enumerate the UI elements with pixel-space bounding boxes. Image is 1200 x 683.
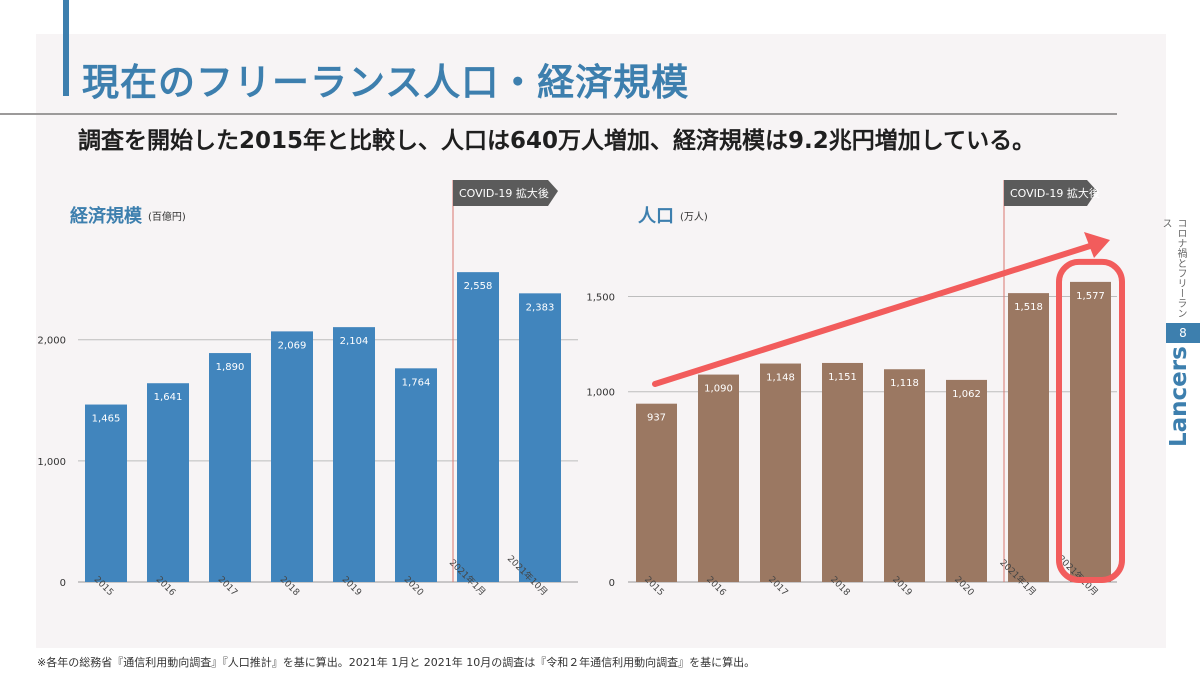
- population-bar-value-label: 1,151: [828, 372, 857, 383]
- population-bar-value-label: 1,148: [766, 373, 795, 384]
- title-divider: [0, 113, 1117, 115]
- population-bar: [1070, 281, 1111, 582]
- population-bar: [698, 374, 739, 582]
- economy-bar: [395, 368, 437, 582]
- economy-covid-label: COVID-19 拡大後: [459, 186, 549, 200]
- population-bar: [636, 403, 677, 582]
- economy-bar-value-label: 2,558: [464, 281, 493, 292]
- population-bar-value-label: 1,090: [704, 384, 733, 395]
- economy-bar-value-label: 2,383: [526, 302, 555, 313]
- population-bar-value-label: 1,062: [952, 389, 981, 400]
- population-bar-value-label: 1,577: [1076, 291, 1105, 302]
- economy-ytick-label: 1,000: [37, 457, 66, 468]
- economy-ytick-label: 2,000: [37, 336, 66, 347]
- economy-covid-tag: [453, 180, 558, 206]
- population-covid-tag: [1004, 180, 1097, 206]
- economy-chart-title: 経済規模: [70, 205, 143, 227]
- population-bar: [884, 369, 925, 582]
- economy-bar: [85, 404, 127, 582]
- title-accent-bar: [63, 0, 69, 96]
- economy-bar: [457, 272, 499, 582]
- population-bar: [1008, 293, 1049, 582]
- side-section-label: コロナ禍とフリーランス: [1160, 218, 1186, 318]
- population-chart-title: 人口: [638, 206, 674, 227]
- trend-arrow-shaft: [652, 243, 1093, 387]
- economy-chart-unit: (百億円): [148, 210, 186, 223]
- population-bar-value-label: 1,518: [1014, 302, 1043, 313]
- economy-bar-value-label: 2,069: [278, 340, 307, 351]
- economy-bar-value-label: 1,890: [216, 362, 245, 373]
- brand-logo: Lancers: [1166, 346, 1192, 447]
- economy-bar: [147, 383, 189, 582]
- population-ytick-label: 1,000: [586, 388, 615, 399]
- population-ytick-label: 0: [609, 578, 615, 589]
- population-covid-label: COVID-19 拡大後: [1010, 186, 1100, 200]
- population-bar: [822, 362, 863, 582]
- economy-bar-value-label: 1,764: [402, 377, 431, 388]
- population-bar: [946, 379, 987, 582]
- population-ytick-label: 1,500: [586, 293, 615, 304]
- economy-ytick-label: 0: [60, 578, 66, 589]
- population-bar: [760, 363, 801, 582]
- economy-bar: [333, 327, 375, 582]
- population-chart-unit: (万人): [680, 211, 708, 223]
- economy-bar: [271, 331, 313, 582]
- page-subtitle: 調査を開始した2015年と比較し、人口は640万人増加、経済規模は9.2兆円増加…: [78, 128, 1036, 154]
- page-title: 現在のフリーランス人口・経済規模: [82, 61, 690, 104]
- economy-bar-value-label: 2,104: [340, 336, 369, 347]
- economy-bar-value-label: 1,641: [154, 392, 183, 403]
- population-bar-value-label: 937: [647, 413, 666, 424]
- trend-arrow-head: [1084, 232, 1110, 258]
- page-number: 8: [1166, 323, 1200, 343]
- economy-bar-value-label: 1,465: [92, 414, 121, 425]
- footnote: ※各年の総務省『通信利用動向調査』『人口推計』を基に算出。2021年 1月と 2…: [37, 656, 756, 669]
- economy-bar: [519, 293, 561, 582]
- economy-bar: [209, 353, 251, 582]
- population-highlight-ring: [1056, 258, 1125, 583]
- population-bar-value-label: 1,118: [890, 378, 919, 389]
